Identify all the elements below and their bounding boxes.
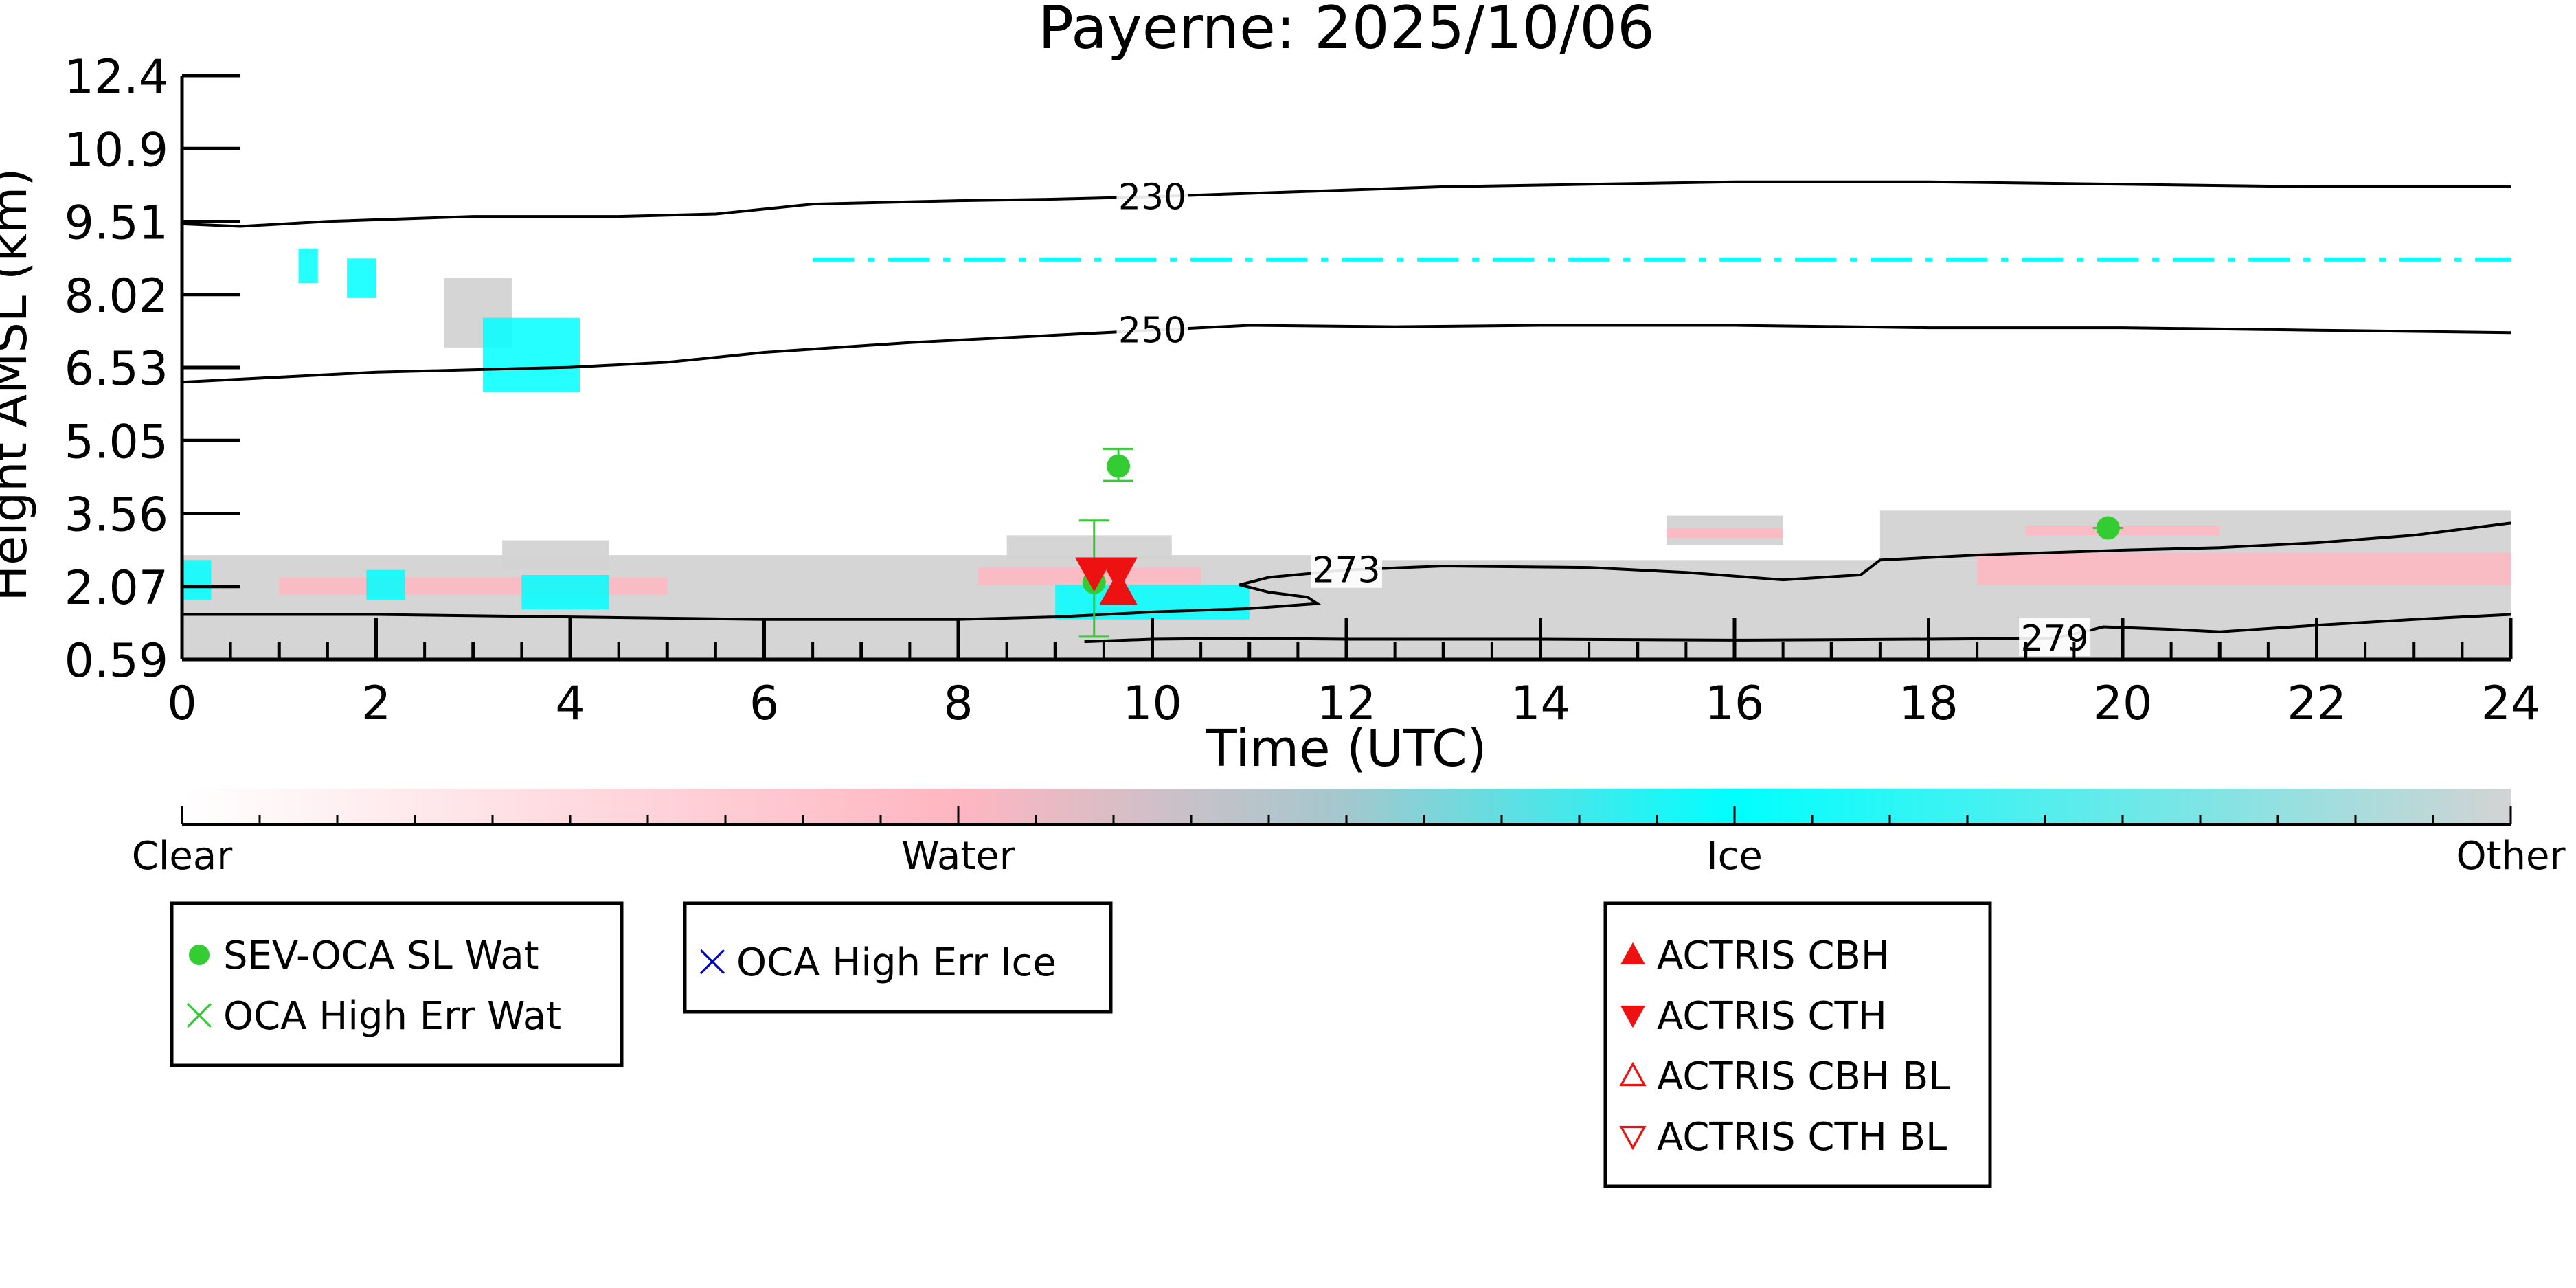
colorbar-label: Clear [132, 834, 233, 879]
legend-marker [1620, 1005, 1646, 1028]
legend-box [170, 901, 624, 1067]
contour-line-273 [182, 521, 2511, 621]
cloud-region-water [1977, 552, 2511, 585]
cloud-region-ice [366, 569, 405, 600]
cloud-region-water [1667, 528, 1783, 538]
cloud-region-ice [347, 258, 376, 298]
legend-marker [1620, 942, 1646, 965]
chart-title: Payerne: 2025/10/06 [1038, 0, 1655, 63]
legend-marker [699, 949, 725, 975]
cloud-region-other [1006, 535, 1172, 561]
x-tick-label: 12 [1317, 677, 1377, 731]
x-tick-label: 16 [1705, 677, 1765, 731]
data-point [1107, 454, 1131, 478]
legend-label: SEV-OCA SL Wat [223, 934, 539, 978]
overlay-markers [1075, 447, 2123, 638]
cloud-mask [182, 248, 2511, 659]
temperature-contours: 230 250 273 279 [181, 176, 2511, 659]
cloud-region-ice [482, 317, 580, 392]
x-tick-label: 24 [2481, 677, 2541, 731]
data-point [1099, 557, 1138, 592]
x-tick-label: 2 [361, 677, 391, 731]
y-tick-label: 0.59 [65, 634, 168, 688]
contour-label-273: 273 [1312, 550, 1380, 591]
legend-label: ACTRIS CBH [1657, 934, 1890, 978]
data-point [2096, 516, 2120, 540]
legend-marker [186, 1002, 212, 1028]
cloud-region-ice [182, 560, 212, 600]
contour-label-230: 230 [1118, 177, 1186, 218]
data-point [1075, 557, 1114, 592]
y-tick-label: 6.53 [65, 342, 168, 396]
x-tick-label: 14 [1511, 677, 1570, 731]
y-tick-label: 10.9 [65, 123, 168, 177]
x-tick-label: 10 [1122, 677, 1182, 731]
cloud-region-water [2025, 525, 2220, 536]
legend-box [1603, 901, 1992, 1188]
legend-label: OCA High Err Ice [736, 940, 1057, 985]
colorbar-label: Water [901, 834, 1016, 879]
colorbar-label: Other [2456, 834, 2566, 879]
cloud-region-ice [298, 248, 318, 284]
x-tick-label: 18 [1899, 677, 1958, 731]
legend-label: ACTRIS CTH [1657, 994, 1887, 1039]
y-axis-label: Height AMSL (km) [0, 168, 38, 602]
contour-label-bg [1311, 549, 1382, 588]
y-tick-label: 2.07 [65, 561, 168, 615]
contour-label-279: 279 [2020, 618, 2088, 659]
contour-label-bg [1116, 176, 1188, 215]
cloud-region-ice [521, 574, 609, 610]
legend-label: ACTRIS CTH BL [1657, 1115, 1947, 1160]
legend-label: ACTRIS CBH BL [1657, 1054, 1950, 1099]
y-tick-label: 9.51 [65, 196, 168, 251]
x-tick-label: 20 [2093, 677, 2153, 731]
y-tick-label: 5.05 [65, 415, 168, 469]
x-tick-label: 6 [749, 677, 779, 731]
contour-label-bg [1116, 309, 1188, 348]
x-tick-label: 4 [555, 677, 585, 731]
legends: SEV-OCA SL Wat OCA High Err Wat OCA High E… [170, 901, 1992, 1188]
colorbar-label: Ice [1706, 834, 1763, 879]
legend-label: OCA High Err Wat [223, 994, 561, 1039]
y-tick-label: 12.4 [65, 50, 168, 104]
colorbar-axis: Clear Water Ice Other [132, 806, 2566, 879]
cloud-region-other [502, 540, 609, 570]
y-tick-label: 8.02 [65, 269, 168, 324]
x-tick-label: 22 [2287, 677, 2347, 731]
y-tick-label: 3.56 [65, 488, 168, 543]
legend-marker [1619, 1061, 1647, 1087]
legend-box [683, 901, 1113, 1014]
contour-line-230 [181, 180, 2511, 228]
x-tick-label: 0 [167, 677, 196, 731]
legend-marker [1619, 1125, 1647, 1151]
x-tick-label: 8 [943, 677, 973, 731]
contour-label-bg [2019, 618, 2091, 657]
x-axis-label: Time (UTC) [1205, 719, 1487, 778]
legend-marker [189, 945, 210, 965]
contour-label-250: 250 [1118, 310, 1186, 352]
